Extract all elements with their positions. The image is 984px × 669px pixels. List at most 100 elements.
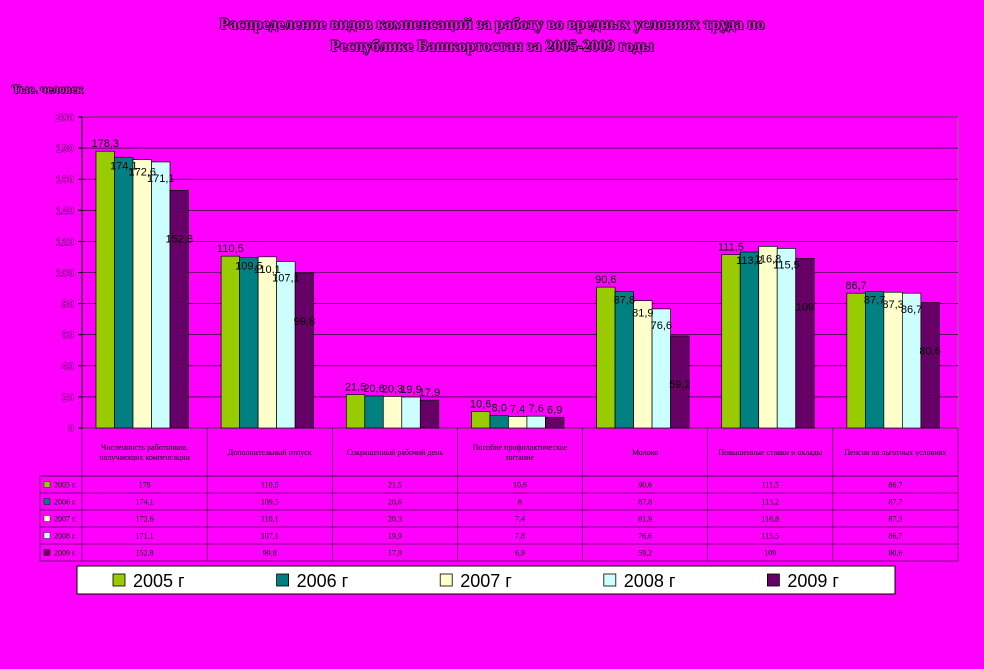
table-legend-key: [43, 549, 51, 556]
bar-2007г-6: [883, 291, 903, 429]
table-cell: 110,1: [261, 515, 279, 524]
table-cell: 172,6: [136, 515, 154, 524]
x-category-label: Молоко: [632, 448, 658, 457]
table-row-label: 2009 г.: [54, 549, 76, 558]
bar-2005г-4: [596, 286, 616, 429]
bar-2009г-6: [920, 302, 940, 429]
table-cell: 110,5: [261, 481, 279, 490]
legend-label: 2009 г: [787, 571, 839, 591]
table-legend-key: [43, 515, 51, 522]
data-label: 20,3: [382, 383, 403, 395]
table-cell: 20,3: [388, 515, 402, 524]
table-legend-key: [43, 481, 51, 488]
bar-2007г-2: [382, 396, 403, 429]
table-cell: 152,8: [136, 549, 154, 558]
data-label: 7,4: [510, 403, 525, 415]
table-row-label: 2008 г.: [54, 532, 76, 541]
bar-2006г-4: [614, 291, 634, 429]
bar-2008г-0: [151, 161, 171, 429]
table-cell: 90,6: [638, 481, 652, 490]
bar-2007г-3: [508, 416, 528, 429]
data-label: 21,5: [345, 382, 366, 394]
bar-2008г-1: [276, 261, 296, 429]
y-tick-label: 160: [56, 174, 74, 186]
table-row-label: 2007 г.: [54, 515, 76, 524]
bar-2005г-0: [95, 150, 115, 429]
data-label: 80,6: [919, 346, 940, 358]
data-label: 111,5: [718, 242, 744, 254]
bar-2006г-5: [739, 251, 760, 429]
bar-2005г-1: [220, 255, 240, 429]
table-cell: 116,8: [761, 515, 779, 524]
bar-2009г-2: [419, 399, 440, 429]
bar-2009г-1: [294, 272, 314, 429]
bar-2007г-4: [633, 300, 653, 429]
legend-label: 2005 г: [133, 571, 185, 591]
table-cell: 109,5: [261, 498, 279, 507]
y-tick-label: 120: [56, 236, 74, 248]
legend-swatch-2007г: [439, 573, 453, 587]
x-category-label: Пенсия на льготных условиях: [844, 448, 946, 457]
y-tick-label: 140: [56, 205, 74, 217]
data-label: 109,5: [235, 261, 263, 273]
data-label: 116,8: [755, 253, 782, 265]
bar-2006г-2: [364, 395, 384, 429]
table-cell: 19,9: [388, 532, 402, 541]
y-tick-label: 60: [62, 330, 74, 342]
table-cell: 76,6: [638, 532, 652, 541]
y-tick-label: 40: [62, 361, 74, 373]
table-row-label: 2006 г.: [54, 498, 76, 507]
table-cell: 81,9: [638, 515, 652, 524]
legend: [76, 565, 896, 595]
bar-2005г-6: [846, 292, 866, 429]
x-category-label: Повышенные ставки и оклады: [718, 448, 823, 457]
data-label: 6,9: [547, 404, 562, 416]
x-category-label: Численность работников, получающих компен…: [99, 443, 190, 462]
bar-2008г-3: [526, 415, 546, 429]
table-cell: 8: [518, 498, 522, 507]
x-category-label: Дополнительный отпуск: [228, 448, 312, 457]
table-legend-key: [43, 532, 51, 539]
bar-2008г-5: [776, 248, 797, 429]
x-category-label: Пособие профилактическое питание: [473, 443, 568, 462]
table-cell: 178: [139, 481, 151, 490]
data-label: 90,6: [595, 274, 616, 286]
data-label: 178,3: [91, 138, 119, 150]
table-cell: 86,7: [888, 532, 902, 541]
table-cell: 17,9: [388, 549, 402, 558]
bar-2006г-6: [865, 291, 885, 429]
bar-2005г-3: [471, 411, 491, 429]
legend-label: 2006 г: [297, 571, 349, 591]
y-tick-label: 0: [68, 423, 74, 435]
data-label: 19,9: [400, 384, 421, 396]
data-label: 109: [796, 302, 814, 314]
bar-2005г-5: [721, 254, 741, 429]
data-label: 17,9: [419, 387, 440, 399]
chart-title: Распределение видов компенсаций за работ…: [0, 14, 984, 58]
y-axis-label: Тыс. человек: [12, 82, 84, 96]
bar-2006г-1: [239, 257, 259, 429]
table-row-label: 2005 г.: [54, 481, 76, 490]
y-tick-label: 200: [56, 112, 74, 124]
bar-2006г-3: [489, 415, 509, 429]
data-label: 20,6: [363, 383, 384, 395]
data-label: 113,2: [736, 255, 763, 267]
legend-swatch-2006г: [276, 573, 290, 587]
y-tick-label: 100: [56, 268, 74, 280]
y-tick-label: 180: [56, 143, 74, 155]
table-cell: 99,8: [263, 549, 277, 558]
data-label: 8,0: [492, 403, 507, 415]
table-cell: 7,8: [515, 532, 525, 541]
bar-2009г-3: [545, 416, 565, 429]
data-label: 107,1: [272, 272, 300, 284]
table-cell: 113,2: [761, 498, 779, 507]
data-label: 87,7: [864, 295, 885, 307]
table-cell: 6,9: [515, 549, 525, 558]
table-cell: 59,2: [638, 549, 652, 558]
y-tick-label: 20: [62, 392, 74, 404]
table-cell: 171,1: [136, 532, 154, 541]
bar-2008г-2: [401, 396, 421, 429]
data-label: 76,6: [651, 320, 672, 332]
data-label: 86,7: [901, 304, 922, 316]
